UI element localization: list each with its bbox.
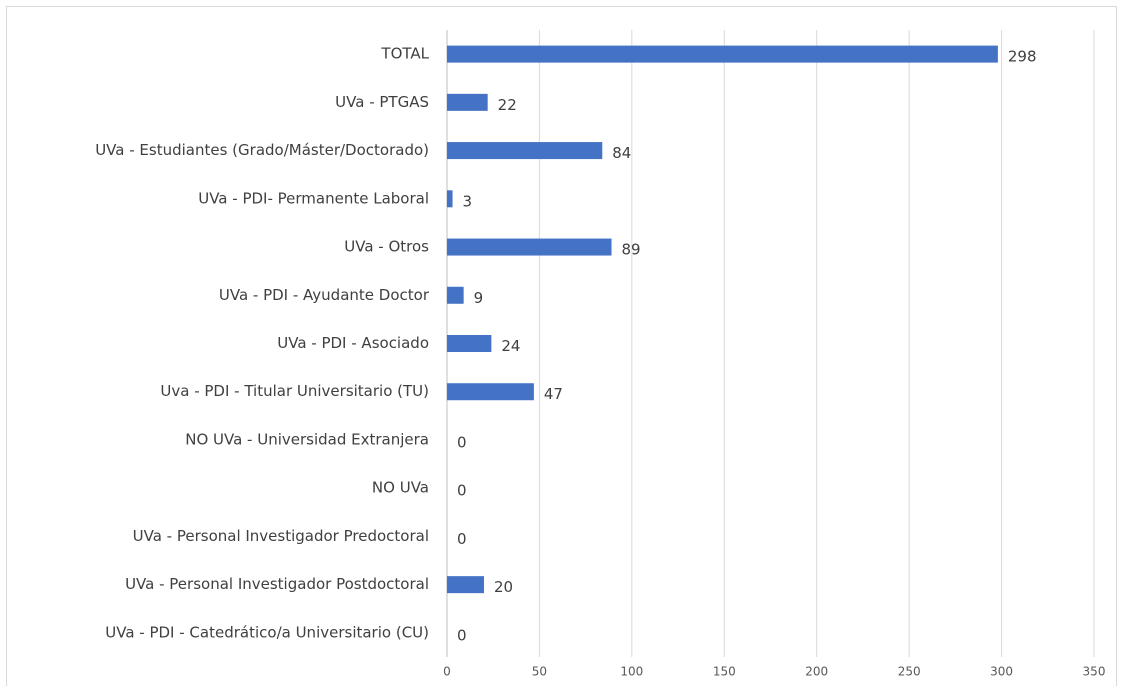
bar	[447, 190, 453, 208]
y-tick-label: UVa - Estudiantes (Grado/Máster/Doctorad…	[95, 141, 429, 159]
data-label: 0	[457, 433, 467, 451]
y-tick-label: UVa - PDI - Asociado	[277, 334, 429, 352]
y-tick-label: TOTAL	[380, 45, 429, 63]
y-tick-label: UVa - PDI- Permanente Laboral	[198, 189, 429, 207]
bar	[447, 286, 464, 304]
bar	[447, 383, 534, 401]
x-tick-label: 100	[620, 665, 643, 679]
y-tick-label: UVa - PTGAS	[335, 93, 429, 111]
data-label: 0	[457, 626, 467, 644]
y-tick-label: UVa - Otros	[344, 238, 429, 256]
y-tick-label: UVa - Personal Investigador Postdoctoral	[125, 575, 429, 593]
bar	[447, 93, 488, 111]
data-label: 298	[1008, 48, 1037, 66]
data-label: 47	[544, 385, 563, 403]
data-label: 9	[474, 289, 484, 307]
data-label: 24	[501, 337, 520, 355]
x-tick-label: 250	[898, 665, 921, 679]
y-tick-label: NO UVa	[372, 479, 429, 497]
y-tick-label: Uva - PDI - Titular Universitario (TU)	[160, 382, 429, 400]
bar	[447, 335, 492, 352]
x-tick-label: 200	[805, 665, 828, 679]
y-tick-label: NO UVa - Universidad Extranjera	[185, 430, 429, 448]
y-tick-label: UVa - Personal Investigador Predoctoral	[133, 527, 429, 545]
data-label: 22	[498, 96, 517, 114]
x-tick-label: 0	[443, 665, 451, 679]
data-label: 0	[457, 530, 467, 548]
chart-border	[6, 6, 1117, 686]
data-label: 84	[612, 144, 631, 162]
bar	[447, 238, 612, 256]
y-tick-label: UVa - PDI - Ayudante Doctor	[219, 286, 430, 304]
x-tick-label: 350	[1083, 665, 1106, 679]
x-tick-label: 300	[990, 665, 1013, 679]
x-tick-label: 150	[713, 665, 736, 679]
data-label: 20	[494, 578, 513, 596]
bar	[447, 142, 603, 160]
bar	[447, 576, 484, 594]
y-tick-label: UVa - PDI - Catedrático/a Universitario …	[105, 623, 429, 641]
x-tick-label: 50	[532, 665, 547, 679]
data-label: 0	[457, 482, 467, 500]
data-label: 3	[463, 192, 473, 210]
bar	[447, 45, 998, 63]
data-label: 89	[622, 241, 641, 259]
